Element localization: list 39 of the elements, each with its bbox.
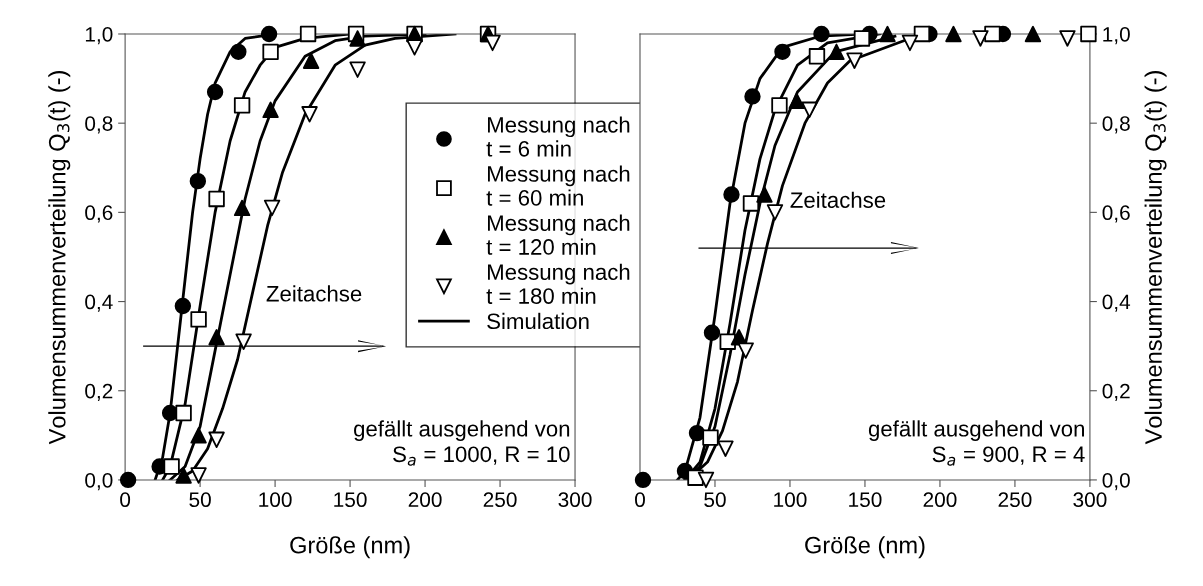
x-tick-label: 250 (998, 492, 1032, 508)
y-tick-label: 0,4 (85, 294, 113, 312)
legend-label: Messung nach t = 180 min (486, 263, 630, 304)
annotation: gefällt ausgehend von S$_{a}$ = 1000, R = 10 (354, 420, 570, 466)
legend-label: Messung nach t = 60 min (486, 165, 630, 206)
y2-tick-label: 0,6 (1102, 205, 1130, 223)
y2-axis-title: Volumensummenverteilung Q$_{3}$(t) (-) (1144, 71, 1167, 445)
x-tick-label: 200 (408, 492, 442, 508)
annotation: Zeitachse (790, 191, 886, 208)
annotation: Zeitachse (266, 285, 362, 302)
x-tick-label: 0 (120, 492, 131, 508)
y-tick-label: 0,8 (85, 116, 113, 134)
x-axis-title: Größe (nm) (290, 536, 410, 559)
annotation: gefällt ausgehend von S$_{a}$ = 900, R = 4 (868, 420, 1085, 466)
y-tick-label: 0,6 (85, 205, 113, 223)
x-tick-label: 300 (1073, 492, 1107, 508)
y-tick-label: 0,0 (85, 472, 113, 491)
y2-tick-label: 0,0 (1102, 472, 1130, 491)
x-tick-label: 50 (704, 492, 726, 508)
x-tick-label: 250 (483, 492, 517, 508)
y2-tick-label: 0,8 (1102, 116, 1130, 134)
x-tick-label: 150 (334, 492, 367, 508)
x-axis-title: Größe (nm) (805, 536, 925, 559)
x-tick-label: 100 (774, 492, 807, 508)
x-tick-label: 50 (189, 492, 211, 508)
x-tick-label: 150 (849, 492, 882, 508)
legend-label: Messung nach t = 120 min (486, 214, 630, 255)
legend-label: Simulation (487, 312, 589, 330)
y-tick-label: 0,2 (85, 383, 113, 401)
y-axis-title: Volumensummenverteilung Q$_{3}$(t) (-) (48, 71, 71, 445)
y2-tick-label: 0,2 (1102, 383, 1130, 401)
legend-label: Messung nach t = 6 min (486, 116, 630, 157)
y2-tick-label: 1,0 (1103, 26, 1130, 45)
y-tick-label: 1,0 (85, 26, 113, 45)
x-tick-label: 300 (558, 492, 592, 508)
x-tick-label: 200 (923, 492, 957, 508)
x-tick-label: 0 (635, 492, 645, 508)
y2-tick-label: 0,4 (1102, 294, 1131, 312)
x-tick-label: 100 (259, 492, 292, 508)
